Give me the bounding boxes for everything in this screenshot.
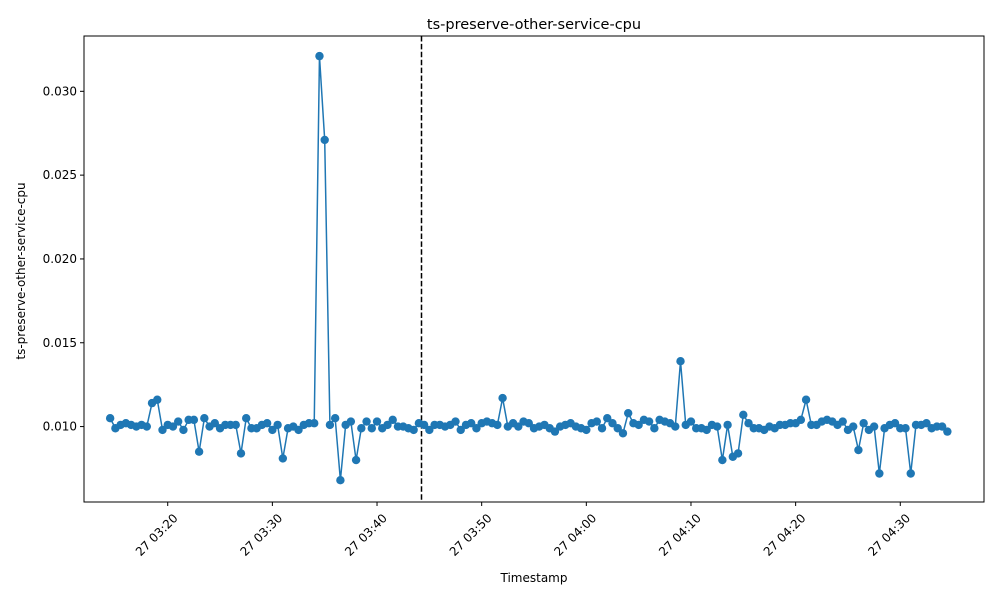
data-point: [618, 429, 628, 438]
data-point: [409, 425, 418, 435]
data-point: [472, 424, 481, 433]
data-point: [168, 422, 178, 431]
data-point: [158, 425, 167, 435]
data-point: [231, 420, 240, 430]
data-point: [875, 469, 884, 478]
data-point: [142, 422, 151, 431]
data-point: [744, 419, 753, 428]
data-point: [634, 420, 643, 430]
data-point: [723, 420, 732, 430]
data-point: [294, 425, 303, 435]
data-point: [514, 422, 523, 431]
data-point: [210, 419, 220, 428]
data-point: [467, 419, 476, 428]
data-point: [854, 445, 863, 455]
data-point: [608, 419, 617, 428]
data-point: [937, 422, 947, 431]
data-point: [173, 417, 183, 426]
data-point: [733, 449, 743, 458]
data-point: [367, 424, 376, 433]
y-axis-title: ts-preserve-other-service-cpu: [14, 182, 28, 359]
data-point: [859, 419, 868, 428]
data-point: [278, 454, 288, 463]
data-point: [597, 424, 607, 433]
data-point: [603, 413, 612, 423]
axes-group: [83, 35, 985, 503]
data-point: [890, 419, 900, 428]
data-point: [613, 424, 622, 433]
data-point: [550, 427, 560, 436]
data-point: [524, 419, 533, 428]
data-point: [351, 455, 361, 465]
data-point: [262, 419, 272, 428]
data-point: [592, 417, 601, 426]
data-point: [718, 455, 727, 465]
data-point: [739, 410, 748, 420]
data-point: [320, 135, 329, 145]
data-point: [330, 413, 340, 423]
data-point: [105, 413, 115, 423]
data-point: [650, 424, 659, 433]
data-point: [644, 417, 654, 426]
data-point: [242, 413, 251, 423]
data-point: [336, 476, 345, 485]
data-point: [451, 417, 460, 426]
data-point: [493, 420, 502, 430]
data-point: [315, 51, 324, 61]
data-point: [712, 422, 722, 431]
data-point: [838, 417, 847, 426]
data-point: [943, 427, 952, 436]
data-point: [906, 469, 915, 478]
data-point: [419, 420, 429, 430]
data-point: [702, 425, 711, 435]
data-point: [848, 422, 858, 431]
data-point: [268, 425, 277, 435]
data-point: [194, 447, 204, 456]
data-point: [676, 356, 685, 366]
data-point: [362, 417, 371, 426]
data-point: [372, 417, 382, 426]
data-point: [346, 417, 356, 426]
data-point: [200, 413, 209, 423]
y-axis-ticks: 0.010 0.015 0.020 0.025 0.030: [43, 84, 84, 434]
data-point: [922, 419, 931, 428]
data-point: [623, 408, 633, 418]
data-point: [686, 417, 696, 426]
data-point: [236, 449, 246, 458]
data-point: [901, 424, 910, 433]
data-point: [671, 422, 680, 431]
data-point: [582, 425, 591, 435]
y-tick-label: 0.020: [43, 252, 77, 266]
data-point: [425, 425, 434, 435]
data-point: [869, 422, 879, 431]
series-points: [105, 51, 952, 485]
data-point: [498, 393, 507, 403]
data-point: [456, 425, 465, 435]
y-tick-label: 0.025: [43, 168, 77, 182]
plot-frame: [83, 35, 985, 503]
data-point: [179, 425, 188, 435]
data-point: [801, 395, 811, 404]
data-point: [273, 420, 282, 430]
data-point: [796, 415, 806, 425]
x-axis-title: Timestamp: [500, 571, 568, 585]
y-tick-label: 0.030: [43, 84, 77, 98]
data-point: [310, 419, 319, 428]
chart-title: ts-preserve-other-service-cpu: [427, 17, 641, 33]
data-point: [325, 420, 335, 430]
y-tick-label: 0.015: [43, 336, 77, 350]
data-point: [388, 415, 397, 425]
data-point: [383, 420, 392, 430]
data-point: [153, 395, 162, 404]
y-tick-label: 0.010: [43, 420, 77, 434]
data-point: [357, 424, 366, 433]
data-point: [189, 415, 199, 425]
